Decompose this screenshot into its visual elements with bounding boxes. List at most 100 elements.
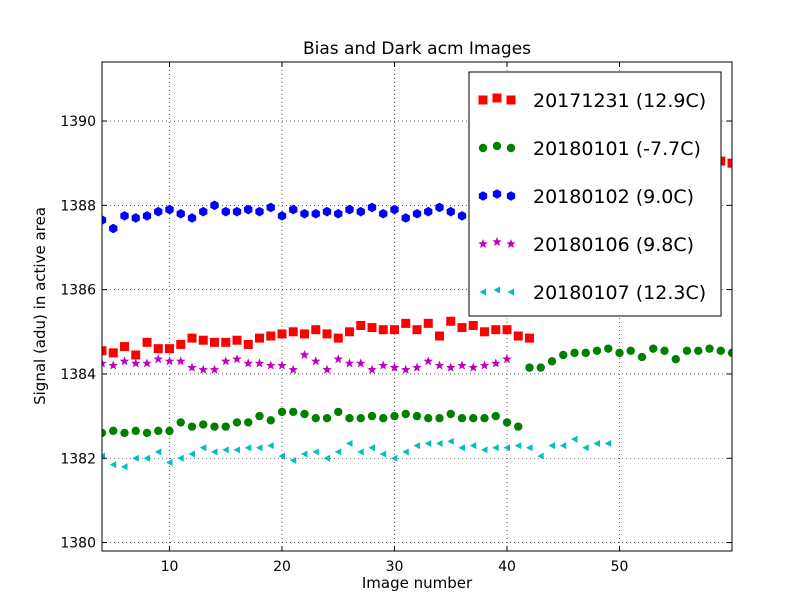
data-point — [390, 204, 399, 215]
data-point — [345, 327, 354, 337]
data-point — [469, 414, 478, 423]
data-point — [705, 344, 714, 353]
legend-marker — [478, 191, 488, 201]
data-point — [378, 325, 388, 335]
data-point — [254, 358, 265, 368]
data-point — [301, 450, 308, 458]
data-point — [222, 446, 229, 454]
data-point — [232, 418, 242, 427]
legend-label: 20180106 (9.8C) — [533, 234, 694, 256]
data-point — [682, 346, 692, 355]
data-point — [154, 448, 162, 456]
data-point — [592, 346, 602, 355]
legend-label: 20180102 (9.0C) — [533, 186, 694, 208]
data-point — [434, 360, 445, 370]
data-point — [727, 348, 732, 358]
legend-marker — [506, 95, 516, 105]
data-point — [502, 418, 512, 427]
data-point — [177, 454, 184, 462]
x-tick-label: 20 — [273, 559, 291, 575]
data-point — [367, 202, 377, 213]
data-point — [322, 329, 332, 339]
data-point — [503, 444, 510, 452]
data-point — [199, 420, 208, 429]
data-point — [176, 339, 186, 349]
data-point — [119, 356, 130, 366]
data-point — [322, 364, 332, 374]
data-point — [401, 409, 410, 419]
data-point — [256, 444, 263, 452]
data-point — [312, 448, 319, 456]
data-point — [198, 364, 209, 374]
data-point — [267, 442, 274, 450]
data-point — [423, 318, 433, 328]
y-tick-label: 1390 — [60, 114, 96, 130]
data-point — [435, 331, 444, 341]
data-point — [300, 329, 309, 339]
legend-marker — [507, 288, 514, 296]
data-point — [109, 223, 118, 234]
data-point — [412, 325, 422, 335]
data-point — [356, 320, 366, 330]
data-point — [390, 411, 399, 421]
data-point — [164, 356, 175, 366]
data-point — [480, 414, 489, 423]
data-point — [102, 215, 107, 225]
data-point — [300, 409, 309, 419]
legend-marker — [478, 239, 488, 249]
data-point — [345, 414, 354, 423]
data-point — [210, 200, 219, 211]
data-point — [323, 454, 330, 462]
data-marks — [102, 156, 732, 471]
data-point — [232, 354, 242, 364]
data-point — [211, 448, 218, 456]
data-point — [401, 213, 410, 223]
data-point — [199, 206, 208, 217]
data-point — [367, 364, 377, 374]
data-point — [435, 202, 444, 213]
data-point — [165, 204, 174, 215]
data-point — [446, 316, 456, 326]
data-point — [244, 418, 253, 427]
data-point — [288, 364, 299, 374]
data-point — [502, 354, 512, 364]
data-point — [142, 211, 152, 221]
series-2 — [102, 344, 732, 438]
data-point — [102, 428, 107, 438]
data-point — [143, 454, 150, 462]
data-point — [310, 356, 321, 366]
chart-title: Bias and Dark acm Images — [303, 39, 531, 59]
data-point — [131, 213, 140, 223]
data-point — [412, 208, 422, 219]
x-tick-label: 10 — [161, 559, 179, 575]
data-point — [232, 206, 242, 217]
data-point — [413, 442, 420, 450]
data-point — [244, 204, 253, 215]
data-point — [130, 358, 141, 368]
data-point — [210, 422, 219, 431]
y-axis-label: Signal (adu) in active area — [31, 207, 49, 405]
data-point — [491, 411, 500, 421]
data-point — [109, 426, 118, 436]
data-point — [355, 358, 366, 368]
x-tick-label: 50 — [611, 559, 629, 575]
legend-marker — [479, 288, 486, 296]
data-point — [571, 435, 578, 443]
data-point — [513, 331, 523, 341]
data-point — [457, 211, 467, 221]
data-point — [121, 463, 128, 471]
data-point — [188, 450, 195, 458]
data-point — [412, 362, 422, 372]
data-point — [289, 407, 298, 417]
data-point — [142, 337, 152, 347]
data-point — [102, 358, 107, 368]
data-point — [436, 440, 443, 448]
data-point — [391, 454, 398, 462]
data-point — [356, 206, 365, 217]
y-tick-label: 1388 — [60, 198, 96, 214]
data-point — [289, 204, 298, 215]
data-point — [446, 206, 455, 217]
data-point — [457, 360, 467, 370]
data-point — [220, 356, 231, 366]
data-point — [346, 440, 353, 448]
